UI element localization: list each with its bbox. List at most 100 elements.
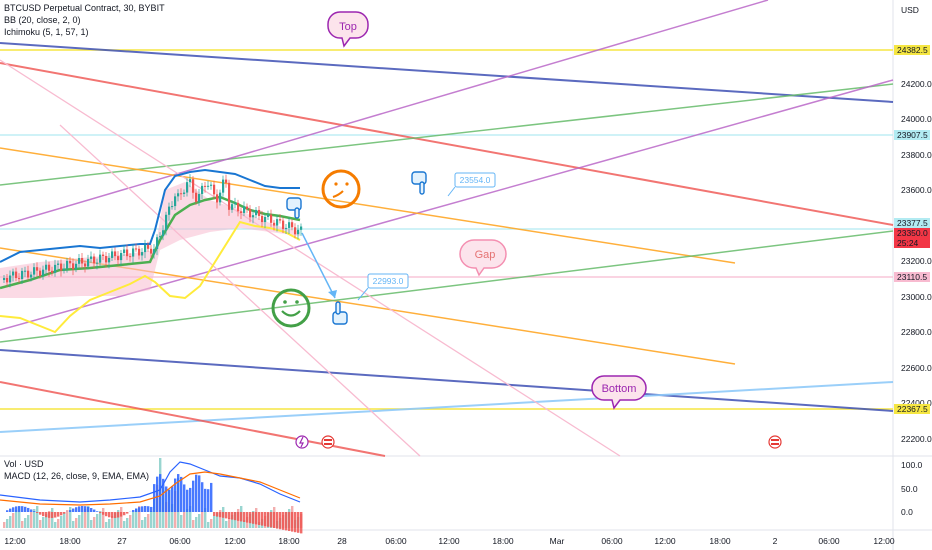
svg-text:23907.5: 23907.5 xyxy=(897,130,928,140)
bubble-gap[interactable]: Gap xyxy=(459,239,507,277)
x-tick-label: 06:00 xyxy=(818,536,840,546)
macd-histogram-bar xyxy=(48,512,51,518)
candle-body xyxy=(108,257,111,263)
volume-bar xyxy=(138,506,141,528)
bollinger-upper-band xyxy=(0,168,300,263)
macd-histogram-bar xyxy=(78,506,81,512)
trendline-purple-1 xyxy=(0,0,769,227)
us-flag-event-icon[interactable] xyxy=(768,435,782,449)
candle-body xyxy=(141,252,144,256)
macd-histogram-bar xyxy=(162,478,165,512)
trendline-red-bottom xyxy=(0,381,386,457)
candle-body xyxy=(132,248,135,257)
volume-bar xyxy=(69,507,72,528)
pointing-hand-icon xyxy=(411,171,427,195)
macd-histogram-bar xyxy=(51,512,54,518)
candle-body xyxy=(153,249,156,254)
macd-histogram-bar xyxy=(270,512,273,528)
volume-bar xyxy=(45,514,48,528)
x-tick-label: 28 xyxy=(337,536,347,546)
candle-body xyxy=(120,252,123,261)
x-tick-label: 18:00 xyxy=(709,536,731,546)
x-tick-label: 12:00 xyxy=(224,536,246,546)
svg-text:Bottom: Bottom xyxy=(602,383,637,395)
bubble-top[interactable]: Top xyxy=(327,11,369,48)
candle-body xyxy=(207,185,210,187)
macd-histogram-bar xyxy=(231,512,234,520)
candles xyxy=(3,174,303,288)
volume-bar xyxy=(117,510,120,528)
volume-bar xyxy=(201,511,204,528)
macd-histogram-bar xyxy=(93,509,96,512)
symbol-legend[interactable]: BTCUSD Perpetual Contract, 30, BYBIT xyxy=(4,3,165,13)
macd-histogram-bar xyxy=(111,512,114,518)
macd-histogram-bar xyxy=(135,508,138,512)
volume-bar xyxy=(171,504,174,528)
macd-histogram-bar xyxy=(126,512,129,514)
svg-text:Gap: Gap xyxy=(475,249,496,261)
tag-22993: 22993.0 xyxy=(357,273,409,301)
lightning-event-icon[interactable] xyxy=(295,435,309,449)
x-tick-label: 12:00 xyxy=(654,536,676,546)
candle-body xyxy=(84,263,87,267)
volume-bar xyxy=(186,509,189,528)
svg-text:24382.5: 24382.5 xyxy=(897,45,928,55)
macd-histogram-bar xyxy=(15,506,18,512)
macd-histogram-bar xyxy=(156,476,159,512)
macd-histogram-bar xyxy=(183,484,186,512)
candle-body xyxy=(156,237,159,250)
candle-body xyxy=(243,206,246,213)
bubble-bottom[interactable]: Bottom xyxy=(591,375,647,410)
svg-text:23554.0: 23554.0 xyxy=(460,175,491,185)
macd-histogram-bar xyxy=(240,512,243,522)
vol-legend[interactable]: Vol · USD xyxy=(4,459,44,469)
macd-histogram-bar xyxy=(186,489,189,512)
macd-legend[interactable]: MACD (12, 26, close, 9, EMA, EMA) xyxy=(4,471,150,481)
bb-legend[interactable]: BB (20, close, 2, 0) xyxy=(4,15,81,25)
smiley-face-icon xyxy=(271,288,311,328)
candle-body xyxy=(198,194,201,202)
candle-body xyxy=(297,229,300,235)
candle-body xyxy=(171,206,174,208)
candle-body xyxy=(39,270,42,276)
volume-bar xyxy=(57,519,60,528)
us-flag-event-icon[interactable] xyxy=(321,435,335,449)
macd-histogram-bar xyxy=(282,512,285,530)
volume-bar xyxy=(48,511,51,528)
volume-bar xyxy=(6,519,9,528)
volume-bar xyxy=(18,507,21,528)
macd-histogram-bar xyxy=(264,512,267,527)
svg-text:23350.0: 23350.0 xyxy=(897,228,928,238)
x-tick-label: 18:00 xyxy=(492,536,514,546)
macd-histogram-bar xyxy=(267,512,270,527)
trendline-navy-bottom xyxy=(0,349,894,412)
candle-body xyxy=(180,193,183,195)
ichimoku-legend[interactable]: Ichimoku (5, 1, 57, 1) xyxy=(4,27,89,37)
macd-histogram-bar xyxy=(144,506,147,512)
bollinger-lower-band xyxy=(0,220,301,334)
macd-histogram-bar xyxy=(114,512,117,518)
macd-histogram-bar xyxy=(24,506,27,512)
macd-histogram-bar xyxy=(222,512,225,518)
macd-histogram-bar xyxy=(27,507,30,512)
candle-body xyxy=(285,227,288,230)
macd-histogram-bar xyxy=(87,506,90,512)
y-axis-ticks: 24200.0 24000.0 23800.0 23600.0 23200.0 23000… xyxy=(901,79,932,444)
macd-histogram-bar xyxy=(18,506,21,512)
volume-bar xyxy=(39,520,42,528)
candle-body xyxy=(186,182,189,193)
candle-body xyxy=(48,264,51,271)
volume-bar xyxy=(150,511,153,528)
candle-body xyxy=(228,182,231,210)
macd-histogram-bar xyxy=(177,474,180,512)
macd-histogram-bar xyxy=(243,512,246,522)
candle-body xyxy=(213,184,216,195)
candle-body xyxy=(96,262,99,264)
macd-histogram-bar xyxy=(54,512,57,518)
macd-tick-label: 0.0 xyxy=(901,507,913,517)
trendline-green-upper xyxy=(0,83,894,186)
svg-text:23377.5: 23377.5 xyxy=(897,218,928,228)
candle-body xyxy=(24,270,27,272)
